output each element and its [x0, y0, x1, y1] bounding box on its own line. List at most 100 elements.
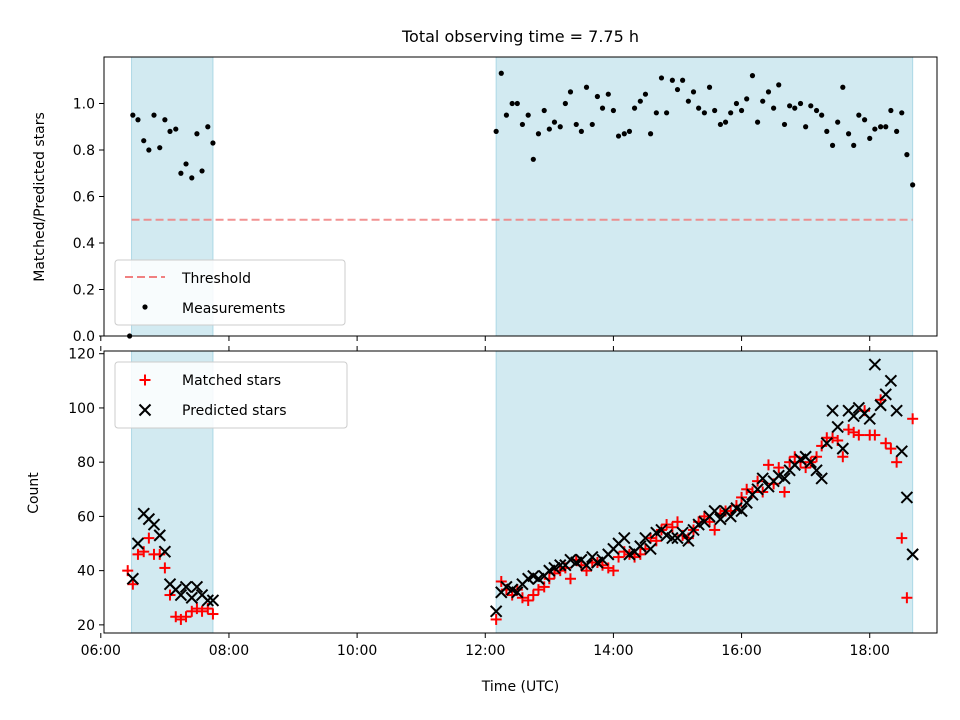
matched-star-point [527, 589, 539, 601]
predicted-star-point [863, 412, 876, 425]
predicted-star-point [174, 588, 188, 602]
measurement-point [146, 147, 152, 153]
count-panel: 20 40 60 80 100 120 06:00 08:00 10:00 12:00 14:00… [26, 346, 938, 695]
measurement-point [615, 133, 622, 139]
measurement-point [781, 121, 788, 128]
measurement-point [562, 100, 568, 107]
bottom-x-tick-label: 16:00 [721, 643, 761, 659]
measurement-point [151, 112, 157, 118]
top-y-tick-label: 0.4 [73, 236, 95, 252]
matched-star-point [811, 451, 823, 463]
matched-star-point [143, 532, 155, 544]
measurement-point [535, 131, 542, 137]
measurement-point [135, 117, 141, 123]
matched-star-point [907, 413, 919, 425]
measurement-point [658, 75, 665, 81]
measurement-point [626, 128, 633, 134]
predicted-star-point [810, 464, 823, 477]
measurement-point [851, 142, 857, 148]
predicted-star-point [682, 534, 695, 548]
matched-star-point [779, 486, 791, 498]
measurement-point [722, 119, 729, 125]
bottom-x-tick-label: 14:00 [593, 643, 633, 659]
bottom-y-tick-label: 100 [68, 401, 95, 417]
measurement-point [754, 119, 761, 125]
legend-predicted-swatch [138, 403, 152, 417]
measurement-point [674, 86, 681, 93]
legend-plus-marker [139, 374, 151, 386]
measurement-point [514, 100, 520, 107]
bottom-ylabel: Count [26, 472, 42, 514]
measurement-point [157, 145, 163, 151]
measurement-point [787, 103, 793, 109]
predicted-star-point [735, 504, 748, 518]
bottom-y-tick-label: 60 [77, 509, 95, 525]
measurement-point [856, 112, 862, 118]
measurement-point [813, 107, 820, 114]
measurement-point [567, 89, 574, 95]
predicted-star-point [489, 605, 503, 618]
measurement-point [610, 107, 617, 114]
matched-star-point [869, 429, 881, 441]
predicted-star-point [815, 472, 828, 485]
matched-star-point [709, 524, 721, 536]
matched-star-point [837, 451, 849, 463]
measurement-point [589, 121, 595, 128]
measurement-point [861, 117, 868, 123]
predicted-star-point [179, 580, 193, 594]
measurement-point [594, 93, 600, 100]
observing-window-2 [495, 56, 914, 337]
matched-star-point [645, 532, 657, 544]
measurement-point [141, 138, 147, 144]
bottom-y-ticks: 20 40 60 80 100 120 [68, 347, 104, 634]
measurement-point [888, 107, 894, 114]
bottom-y-tick-label: 120 [68, 347, 95, 363]
measurement-point [530, 156, 536, 162]
measurement-point [685, 98, 691, 104]
measurement-point [749, 73, 756, 79]
measurement-point [130, 112, 136, 118]
matched-star-point [564, 573, 576, 585]
measurement-point [647, 131, 654, 137]
measurement-point [178, 170, 184, 176]
predicted-stars-points [126, 358, 919, 618]
matched-star-point [773, 462, 785, 474]
measurement-point [173, 126, 179, 132]
measurement-point [701, 110, 708, 116]
predicted-star-point [185, 591, 198, 604]
bottom-legend: Matched stars Predicted stars [114, 361, 348, 429]
measurement-point [573, 121, 579, 128]
measurement-point [872, 126, 878, 132]
predicted-star-point [847, 409, 860, 423]
predicted-star-point [153, 529, 166, 542]
matched-star-point [741, 483, 753, 495]
measurement-point [205, 124, 211, 130]
predicted-star-point [639, 531, 652, 545]
measurement-point [845, 131, 852, 137]
measurement-point [776, 82, 782, 88]
matched-star-point [180, 611, 192, 623]
predicted-star-point [666, 531, 679, 545]
measurement-point [829, 142, 836, 148]
legend-x-marker [138, 403, 152, 417]
bottom-x-tick-label: 06:00 [81, 643, 121, 659]
ratio-panel: 0.0 0.2 0.4 0.6 0.8 1.0 Matched/Predicted sta… [32, 56, 938, 345]
predicted-star-point [126, 572, 140, 585]
measurement-point [183, 161, 189, 167]
predicted-star-point [874, 399, 887, 412]
predicted-star-point [836, 442, 850, 455]
measurement-point [519, 121, 526, 128]
bottom-x-ticks: 06:00 08:00 10:00 12:00 14:00 16:00 18:00 [81, 346, 890, 659]
predicted-star-point [879, 388, 892, 401]
matched-star-point [885, 443, 897, 455]
measurement-point [690, 89, 697, 95]
predicted-star-point [884, 374, 898, 388]
matched-star-point [901, 592, 913, 604]
predicted-star-point [778, 472, 791, 485]
predicted-star-point [206, 594, 220, 607]
top-legend: Threshold Measurements [114, 259, 346, 326]
top-ylabel: Matched/Predicted stars [32, 112, 48, 282]
measurement-point [189, 175, 195, 181]
measurement-point [760, 98, 766, 104]
